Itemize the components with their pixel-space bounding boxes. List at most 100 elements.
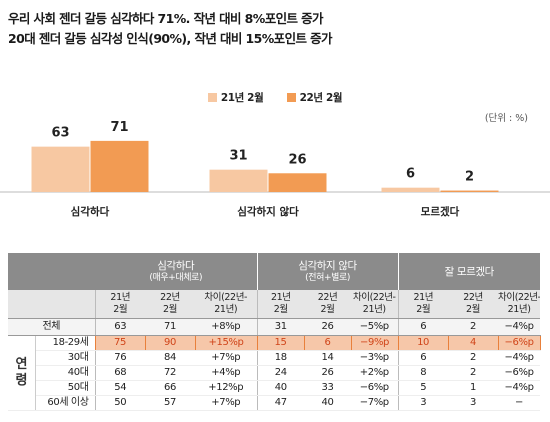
data-label-2-0: 6 xyxy=(406,167,415,182)
cell-1-3: 18 xyxy=(256,350,305,366)
chart-title-line1: 우리 사회 젠더 갈등 심각하다 71%. 작년 대비 8%포인트 증가 xyxy=(8,11,324,26)
total-cell-6: 6 xyxy=(397,318,449,336)
age-row-label-3: 50대 xyxy=(35,380,95,396)
data-label-0-0: 63 xyxy=(51,126,69,141)
bar-2-0 xyxy=(381,187,440,192)
age-group-label: 연 령 xyxy=(8,335,36,411)
cell-0-7: 4 xyxy=(447,335,499,351)
data-label-2-1: 2 xyxy=(465,170,474,185)
bar-0-1 xyxy=(90,140,149,192)
total-cell-3: 31 xyxy=(256,318,305,336)
age-row-label-1: 30대 xyxy=(35,350,95,366)
total-cell-8: −4%p xyxy=(498,318,541,336)
cell-1-8: −4%p xyxy=(498,350,541,366)
category-label-2: 모르겠다 xyxy=(421,205,460,218)
cell-3-5: −6%p xyxy=(351,380,399,396)
age-row-label-4: 60세 이상 xyxy=(35,395,95,411)
legend-swatch-2021 xyxy=(207,93,217,102)
bar-0-0 xyxy=(31,146,90,192)
cell-4-5: −7%p xyxy=(351,395,399,411)
cell-4-7: 3 xyxy=(448,395,499,411)
unit-note: (단위 : %) xyxy=(484,113,528,124)
column-header-6: 21년 2월 xyxy=(397,290,449,319)
cell-2-3: 24 xyxy=(256,365,305,381)
column-header-3: 21년 2월 xyxy=(256,290,305,319)
cell-2-7: 2 xyxy=(448,365,499,381)
column-header-5: 차이(22년- 21년) xyxy=(351,290,399,319)
data-table: 심각하다 (매우+대체로) 심각하지 않다 (전혀+별로) 잘 모르겠다 21년 2월 22년… xyxy=(8,253,541,411)
cell-1-7: 2 xyxy=(448,350,499,366)
total-cell-2: +8%p xyxy=(195,318,258,336)
age-row-label-2: 40대 xyxy=(35,365,95,381)
total-cell-5: −5%p xyxy=(351,318,399,336)
total-cell-7: 2 xyxy=(448,318,499,336)
cell-1-6: 6 xyxy=(397,350,449,366)
bar-2-1 xyxy=(440,190,499,192)
cell-3-6: 5 xyxy=(397,380,449,396)
cell-4-4: 40 xyxy=(304,395,352,411)
total-cell-0: 63 xyxy=(94,318,145,336)
cell-1-1: 84 xyxy=(145,350,195,366)
subheader-corner xyxy=(8,290,95,319)
cell-3-4: 33 xyxy=(304,380,352,396)
cell-1-5: −3%p xyxy=(351,350,399,366)
cell-4-3: 47 xyxy=(256,395,305,411)
cell-4-1: 57 xyxy=(145,395,195,411)
cell-0-6: 10 xyxy=(397,335,449,351)
column-header-4: 22년 2월 xyxy=(304,290,352,319)
bar-chart: 63 71 심각하다 31 26 심각하지 않다 6 2 모르겠다 xyxy=(0,120,550,218)
cell-3-8: −4%p xyxy=(498,380,541,396)
data-label-1-0: 31 xyxy=(229,149,247,164)
cell-4-2: +7%p xyxy=(195,395,258,411)
cell-2-6: 8 xyxy=(397,365,449,381)
cell-2-1: 72 xyxy=(145,365,195,381)
legend-item-2022: 22년 2월 xyxy=(286,90,343,105)
cell-3-0: 54 xyxy=(94,380,145,396)
cell-2-4: 26 xyxy=(304,365,352,381)
category-label-1: 심각하지 않다 xyxy=(237,205,299,218)
total-row-label: 전체 xyxy=(8,318,95,336)
total-cell-4: 26 xyxy=(304,318,352,336)
legend-label-2021: 21년 2월 xyxy=(220,92,264,104)
chart-legend: 21년 2월 22년 2월 xyxy=(0,90,550,105)
cell-1-2: +7%p xyxy=(195,350,258,366)
group-header-1: 심각하지 않다 (전혀+별로) xyxy=(256,253,399,290)
cell-3-1: 66 xyxy=(145,380,195,396)
group-header-0: 심각하다 (매우+대체로) xyxy=(95,253,258,290)
data-label-0-1: 71 xyxy=(110,120,128,135)
legend-item-2021: 21년 2월 xyxy=(207,90,264,105)
cell-2-5: +2%p xyxy=(351,365,399,381)
cell-2-8: −6%p xyxy=(498,365,541,381)
cell-4-8: − xyxy=(498,395,541,411)
group-header-2: 잘 모르겠다 xyxy=(397,253,541,290)
group-header-sub-1: (전혀+별로) xyxy=(305,272,350,283)
cell-2-0: 68 xyxy=(94,365,145,381)
cell-4-0: 50 xyxy=(94,395,145,411)
group-header-sub-0: (매우+대체로) xyxy=(149,272,203,283)
column-header-0: 21년 2월 xyxy=(94,290,145,319)
cell-3-7: 1 xyxy=(448,380,499,396)
cell-0-5: −9%p xyxy=(350,335,399,351)
column-header-1: 22년 2월 xyxy=(145,290,195,319)
group-header-label-1: 심각하지 않다 xyxy=(298,259,357,272)
cell-0-3: 15 xyxy=(256,335,305,351)
chart-title-line2: 20대 젠더 갈등 심각성 인식(90%), 작년 대비 15%포인트 증가 xyxy=(8,31,333,46)
header-corner xyxy=(8,253,95,290)
cell-1-4: 14 xyxy=(304,350,352,366)
cell-3-2: +12%p xyxy=(195,380,258,396)
data-label-1-1: 26 xyxy=(288,152,306,167)
cell-1-0: 76 xyxy=(94,350,145,366)
cell-0-8: −6%p xyxy=(497,335,541,351)
group-header-label-0: 심각하다 xyxy=(157,259,195,272)
legend-label-2022: 22년 2월 xyxy=(299,92,343,104)
bar-1-0 xyxy=(209,169,268,192)
legend-swatch-2022 xyxy=(286,93,296,102)
group-header-label-2: 잘 모르겠다 xyxy=(444,265,495,278)
cell-3-3: 40 xyxy=(256,380,305,396)
cell-0-4: 6 xyxy=(303,335,352,351)
age-row-label-0: 18-29세 xyxy=(35,335,95,351)
column-header-2: 차이(22년- 21년) xyxy=(195,290,258,319)
category-label-0: 심각하다 xyxy=(71,205,110,218)
cell-0-2: +15%p xyxy=(194,335,258,351)
column-header-7: 22년 2월 xyxy=(448,290,499,319)
